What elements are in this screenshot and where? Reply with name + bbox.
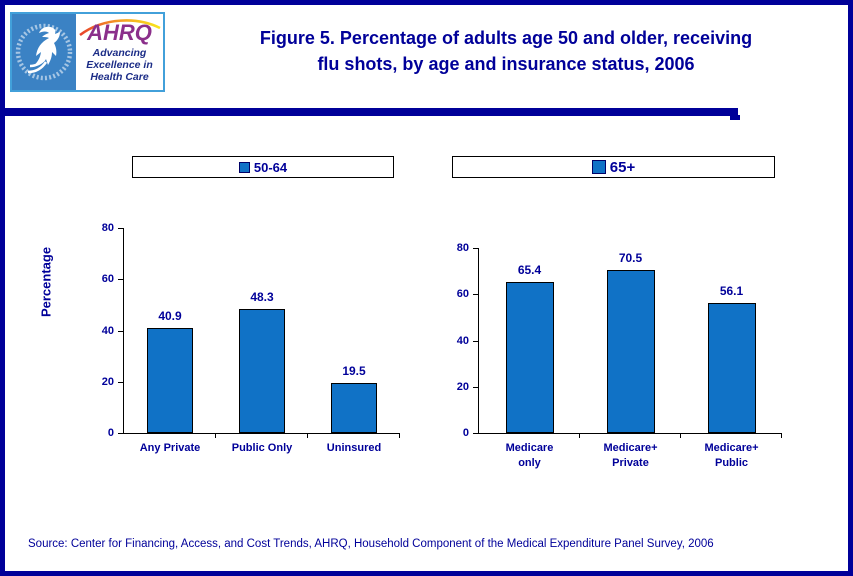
ahrq-acronym: AHRQ [87,20,152,45]
x-axis-tick [307,434,308,438]
bar [505,281,554,433]
x-axis-tick [579,434,580,438]
bar-value-label: 48.3 [250,290,274,305]
x-category-label: Medicare only [505,442,554,469]
ahrq-hhs-logo: AHRQ Advancing Excellence in Health Care [10,12,165,92]
bar [331,383,377,433]
y-tick-label: 80 [456,242,469,254]
bar-value-label: 56.1 [719,284,744,299]
y-axis-tick [473,386,478,388]
bar [147,328,193,433]
legend-label: 65+ [609,158,636,176]
bar-chart-65-plus: 0 20 40 60 80 65.4 Medicare only 70.5 Medicare+ … [457,242,782,469]
header-divider-bar [5,108,740,120]
y-axis-tick [118,381,123,383]
y-axis-tick [473,433,478,434]
y-tick-label: 0 [462,427,469,439]
y-tick-label: 20 [456,380,469,393]
legend-50-64: 50-64 [132,156,394,178]
y-axis-tick [118,279,123,281]
bar-value-label: 19.5 [342,364,366,379]
x-category-label: Any Private [139,442,201,454]
figure-title: Figure 5. Percentage of adults age 50 an… [170,25,842,77]
legend-65-plus: 65+ [452,156,775,178]
ahrq-logo: AHRQ Advancing Excellence in Health Care [76,14,163,90]
x-axis-tick [680,434,681,438]
y-tick-label: 80 [101,222,114,234]
source-note: Source: Center for Financing, Access, an… [28,538,714,550]
y-axis-tick [118,433,123,434]
y-axis-tick [473,248,478,249]
legend-marker-icon [238,161,250,173]
x-axis-tick [399,434,400,438]
y-tick-label: 0 [107,427,114,439]
y-tick-label: 60 [456,288,469,301]
hhs-seal [12,14,76,90]
y-axis-title: Percentage [38,246,54,318]
ahrq-tagline: Advancing Excellence in Health Care [86,47,153,84]
x-category-label: Public Only [231,442,293,454]
legend-label: 50-64 [253,159,288,175]
bar [707,303,756,433]
x-category-label: Medicare+ Public [704,442,759,469]
bar [239,309,285,433]
bar-value-label: 70.5 [618,250,643,265]
y-tick-label: 20 [101,375,114,388]
x-category-label: Uninsured [326,442,382,454]
x-axis-tick [215,434,216,438]
bar-chart-50-64: 0 20 40 60 80 40.9 Any Private 48.3 Public Only 1… [102,222,400,454]
y-axis-tick [118,330,123,332]
y-axis-tick [473,340,478,342]
bar [606,269,655,433]
x-axis-tick [781,434,782,438]
y-tick-label: 40 [456,334,469,347]
y-tick-label: 40 [101,324,114,337]
y-tick-label: 60 [101,273,114,286]
figure-title-line1: Figure 5. Percentage of adults age 50 an… [259,28,753,48]
figure-page: AHRQ Advancing Excellence in Health Care… [5,5,848,571]
bar-value-label: 40.9 [158,309,182,324]
figure-title-line2: flu shots, by age and insurance status, … [317,54,695,74]
hhs-eagle-icon [15,23,73,81]
legend-marker-icon [591,160,606,174]
y-axis-tick [473,294,478,296]
y-axis-tick [118,228,123,229]
bar-value-label: 65.4 [517,262,542,277]
rainbow-arc-icon [79,19,161,37]
x-category-label: Medicare+ Private [603,442,658,469]
